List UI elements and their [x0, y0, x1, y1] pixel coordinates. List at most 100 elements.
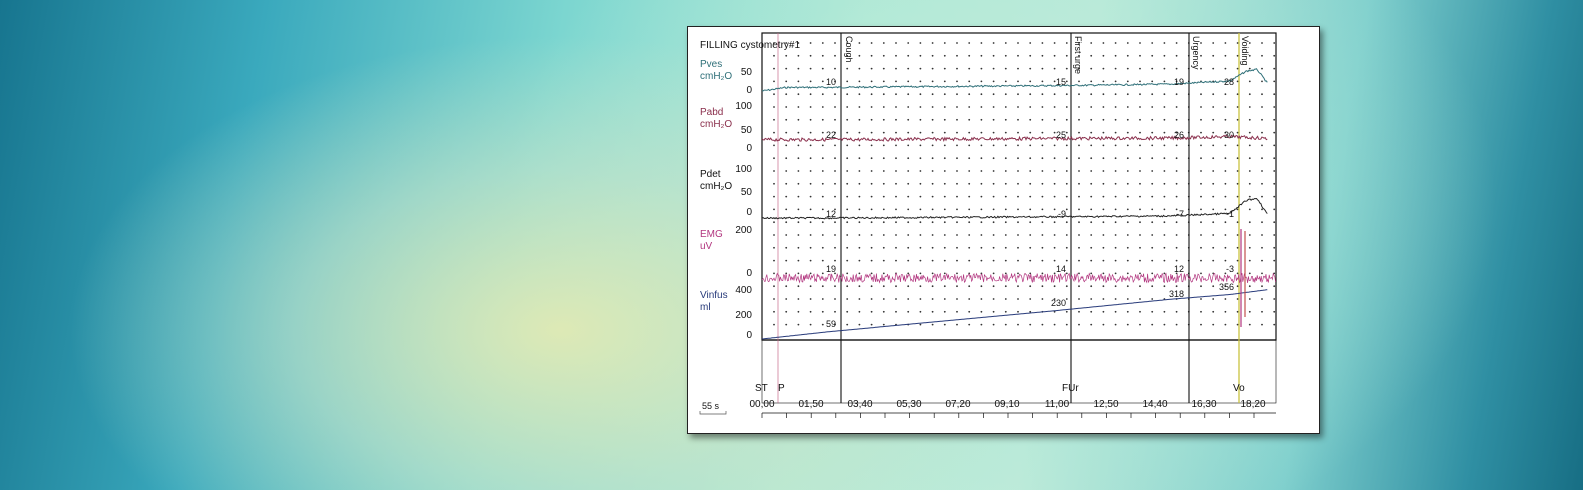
grid-dot: [1224, 182, 1227, 185]
trace-pdet: [761, 197, 1268, 220]
grid-dot: [882, 259, 885, 262]
grid-dot: [1053, 208, 1056, 211]
grid-dot: [797, 285, 800, 288]
grid-dot: [797, 106, 800, 108]
grid-dot: [1236, 106, 1239, 108]
grid-dot: [1126, 310, 1129, 313]
grid-dot: [980, 80, 983, 83]
grid-dot: [1139, 208, 1141, 211]
tick-vinfus-200: 200: [735, 310, 752, 321]
time-label-9: 16,30: [1191, 399, 1216, 410]
grid-dot: [858, 42, 861, 44]
grid-dot: [1041, 246, 1044, 249]
grid-dot: [785, 93, 788, 96]
grid-dot: [1017, 246, 1019, 249]
grid-dot: [1248, 93, 1251, 96]
grid-dot: [980, 67, 983, 70]
channel-labels: Pves cmH₂O Pabd cmH₂O Pdet cmH₂O EMG uV …: [700, 59, 732, 313]
grid-dot: [785, 170, 788, 172]
grid-dot: [1175, 131, 1178, 134]
grid-dot: [797, 54, 800, 57]
grid-dot: [846, 285, 849, 288]
grid-dot: [809, 285, 812, 288]
grid-dot: [1200, 259, 1202, 262]
grid-dot: [1126, 67, 1129, 70]
grid-dot: [956, 67, 958, 70]
grid-dot: [858, 80, 861, 83]
grid-dot: [1017, 221, 1019, 224]
grid-dot: [821, 93, 824, 96]
readout-vinfus-0: 59: [826, 319, 836, 329]
grid-dot: [1273, 157, 1276, 160]
grid-dot: [1126, 118, 1129, 121]
grid-dot: [980, 221, 983, 224]
grid-dot: [1090, 195, 1093, 198]
grid-dot: [834, 246, 836, 249]
grid-dot: [882, 272, 885, 275]
grid-dot: [968, 67, 971, 70]
grid-dot: [1065, 246, 1068, 249]
grid-dot: [1004, 170, 1007, 172]
grid-dot: [907, 42, 910, 44]
grid-dot: [882, 182, 885, 185]
grid-dot: [797, 246, 800, 249]
grid-dot: [895, 93, 897, 96]
time-label-10: 18,20: [1240, 399, 1265, 410]
grid-dot: [1248, 285, 1251, 288]
grid-dot: [834, 272, 836, 275]
grid-dot: [895, 221, 897, 224]
grid-dot: [858, 67, 861, 70]
grid-dot: [1139, 221, 1141, 224]
grid-dot: [1151, 93, 1154, 96]
grid-dot: [1151, 298, 1154, 300]
grid-dot: [1017, 54, 1019, 57]
grid-dot: [882, 157, 885, 160]
grid-dot: [1273, 42, 1276, 44]
grid-dot: [1017, 131, 1019, 134]
grid-dot: [1078, 131, 1080, 134]
grid-dot: [1114, 182, 1117, 185]
grid-dot: [1065, 106, 1068, 108]
grid-dot: [1041, 54, 1044, 57]
grid-dot: [968, 298, 971, 300]
grid-dot: [1041, 272, 1044, 275]
grid-dot: [992, 93, 995, 96]
grid-dot: [1236, 157, 1239, 160]
grid-dot: [1151, 195, 1154, 198]
grid-dot: [1236, 298, 1239, 300]
grid-dot: [907, 234, 910, 236]
grid-dot: [992, 80, 995, 83]
grid-dot: [858, 272, 861, 275]
grid-dot: [882, 80, 885, 83]
grid-dot: [834, 323, 836, 326]
event-label-urgency: Urgency: [1191, 36, 1201, 70]
grid-dot: [931, 195, 934, 198]
grid-dot: [1236, 170, 1239, 172]
grid-dot: [858, 106, 861, 108]
grid-dot: [943, 42, 946, 44]
grid-dot: [968, 195, 971, 198]
grid-dot: [980, 42, 983, 44]
grid-dot: [858, 285, 861, 288]
grid-dot: [1078, 272, 1080, 275]
grid-dot: [1236, 67, 1239, 70]
grid-dot: [943, 208, 946, 211]
grid-dot: [980, 310, 983, 313]
grid-dot: [943, 259, 946, 262]
grid-dot: [1200, 118, 1202, 121]
grid-dot: [797, 144, 800, 147]
grid-dot: [1053, 285, 1056, 288]
grid-dot: [785, 310, 788, 313]
grid-dot: [1017, 106, 1019, 108]
grid-dot: [1163, 234, 1166, 236]
grid-dot: [1114, 80, 1117, 83]
grid-dot: [1090, 118, 1093, 121]
grid-dot: [1065, 234, 1068, 236]
grid-dot: [834, 234, 836, 236]
grid-dot: [956, 298, 958, 300]
grid-dot: [1090, 221, 1093, 224]
grid-dot: [980, 170, 983, 172]
y-tick-labels: 50 0 100 50 0 100 50 0 200 0 400 200 0: [735, 67, 752, 341]
grid-dot: [1151, 246, 1154, 249]
grid-dot: [834, 170, 836, 172]
